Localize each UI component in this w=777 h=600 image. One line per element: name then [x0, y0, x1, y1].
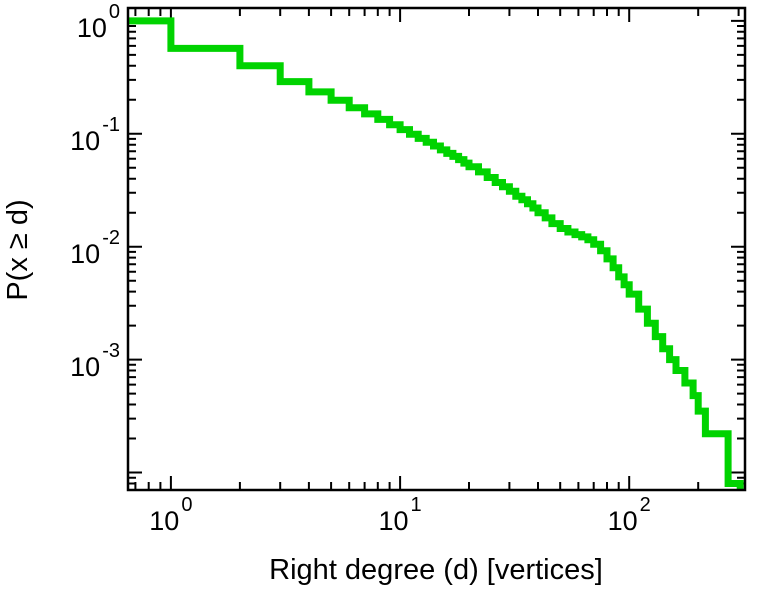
major-tick-marks [128, 8, 745, 490]
x-axis-label: Right degree (d) [vertices] [269, 554, 603, 586]
y-tick-base: 10 [70, 238, 101, 269]
y-axis-label: P(x ≥ d) [2, 199, 34, 301]
y-tick-label-3: 10-3 [40, 340, 120, 382]
plot-frame [126, 6, 747, 492]
y-tick-exp: -2 [102, 226, 120, 249]
x-tick-base: 10 [607, 506, 638, 536]
x-tick-exp: 1 [410, 494, 422, 516]
y-tick-label-2: 10-2 [40, 227, 120, 269]
y-tick-base: 10 [76, 12, 107, 43]
y-tick-base: 10 [70, 351, 101, 382]
x-tick-base: 10 [378, 506, 409, 536]
y-tick-base: 10 [70, 125, 101, 156]
x-tick-exp: 0 [181, 494, 193, 516]
minor-tick-marks [128, 8, 745, 491]
x-tick-label-0: 100 [126, 494, 216, 536]
x-tick-label-1: 101 [355, 494, 445, 536]
x-tick-base: 10 [149, 506, 180, 536]
x-tick-label-2: 102 [584, 494, 674, 536]
y-tick-exp: -1 [102, 113, 120, 136]
y-tick-label-0: 100 [40, 1, 120, 43]
y-tick-label-1: 10-1 [40, 114, 120, 156]
x-tick-exp: 2 [639, 494, 651, 516]
y-tick-exp: -3 [102, 339, 120, 362]
y-tick-exp: 0 [108, 0, 120, 23]
ccdf-step-line [128, 17, 744, 490]
